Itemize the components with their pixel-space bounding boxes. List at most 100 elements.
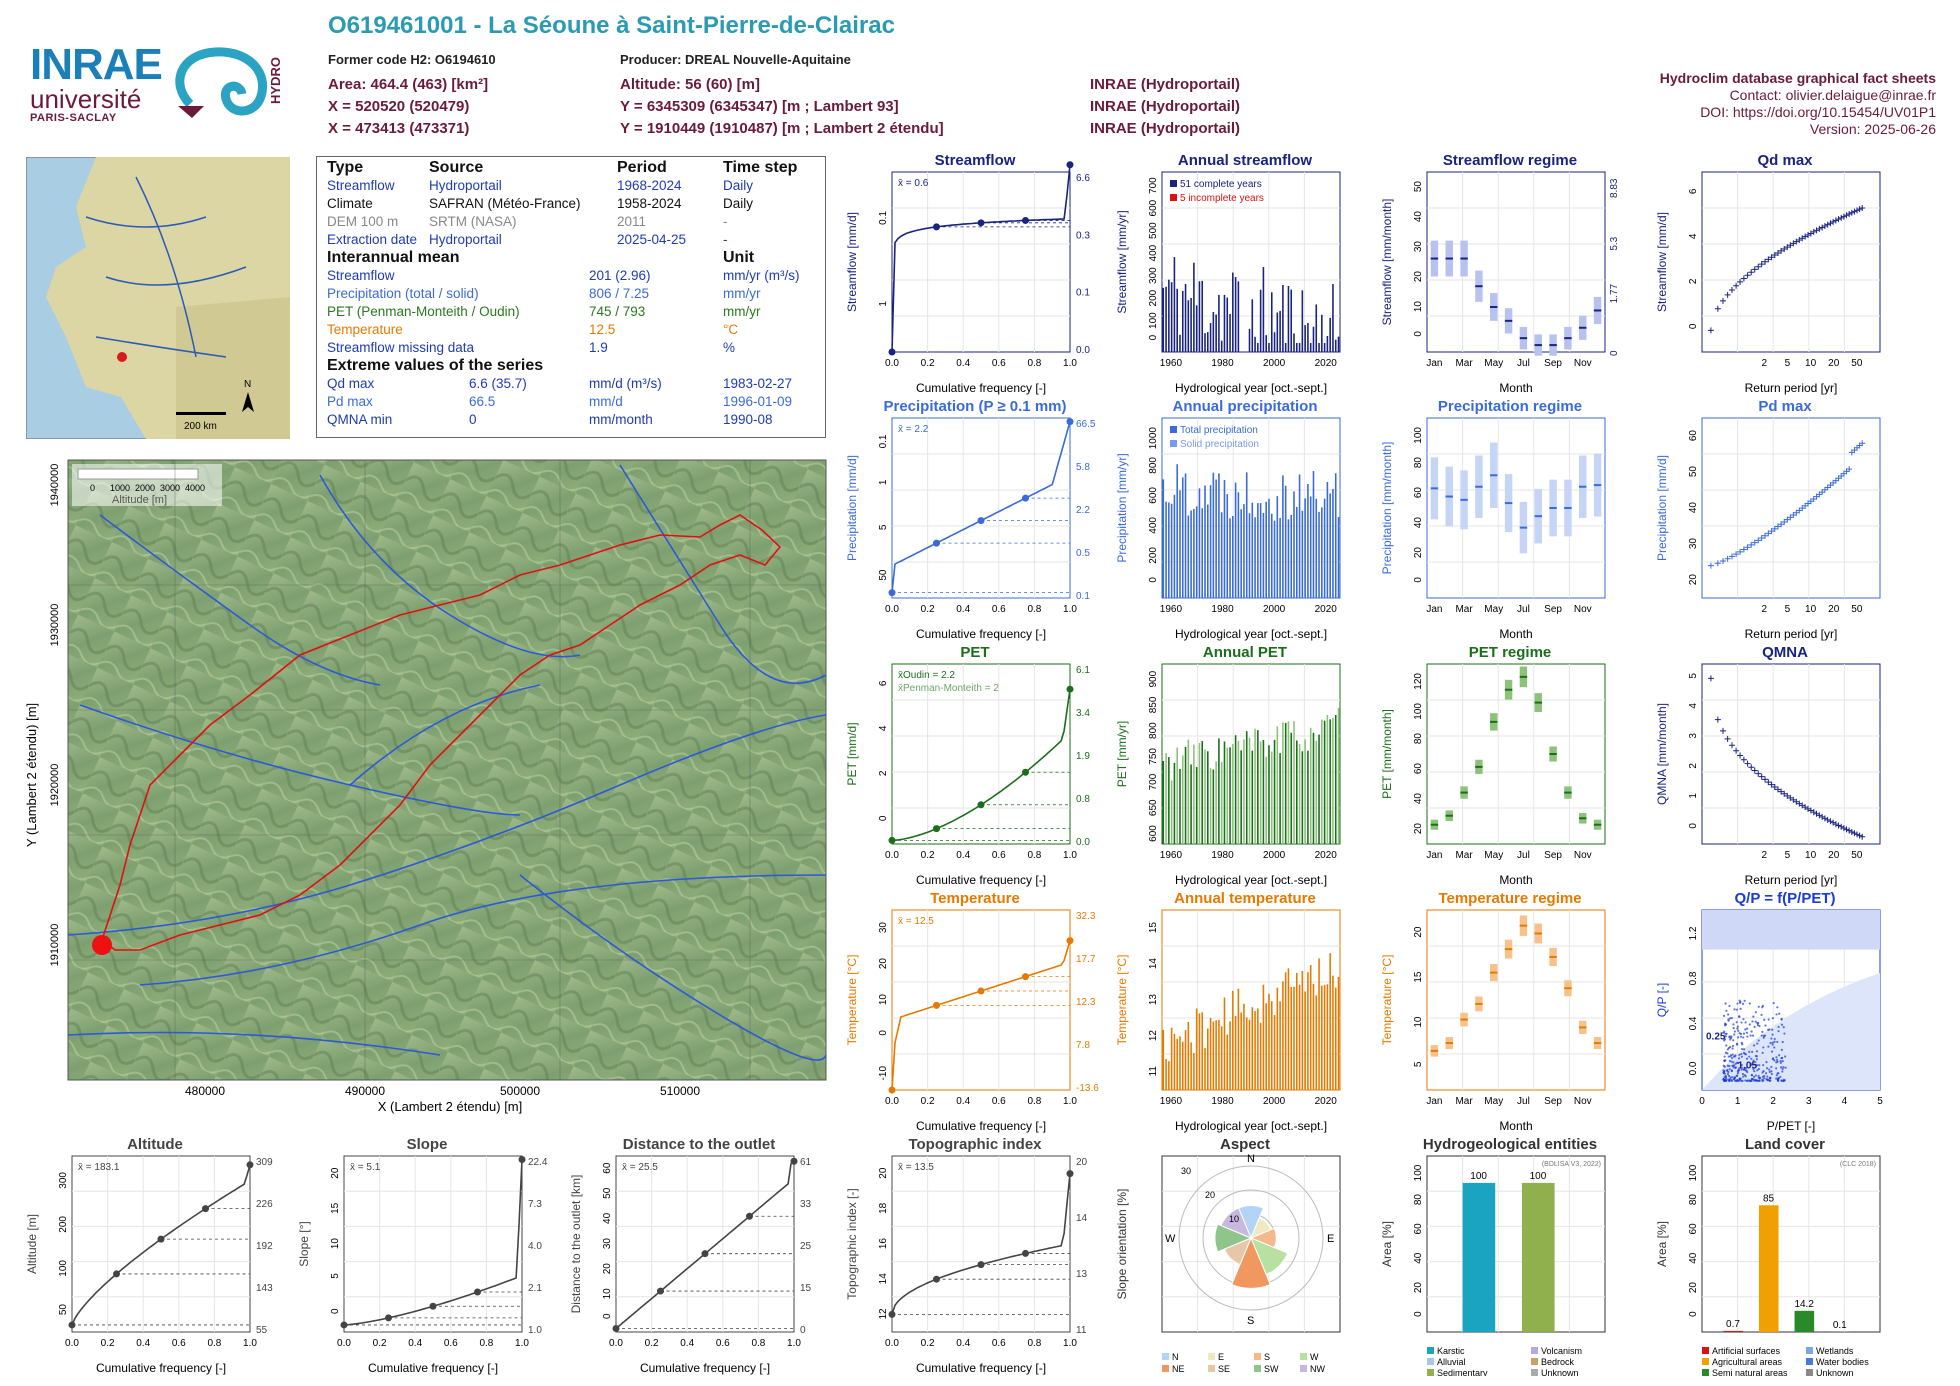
x-tick-label: 3 — [1806, 1096, 1812, 1107]
scatter-point — [1738, 1001, 1742, 1004]
y-tick-label: 700 — [1148, 773, 1159, 790]
year-bar — [1273, 332, 1276, 352]
x-axis-label: Month — [1499, 873, 1532, 887]
info-row-climate: Climate SAFRAN (Météo-France) 1958-2024 Dai… — [327, 196, 754, 211]
chart-precip_cdf: Precipitation (P ≥ 0.1 mm) Precipitation … — [845, 398, 1096, 641]
y-tick-label: 600 — [1148, 199, 1159, 216]
y-tick-label: 0 — [602, 1313, 613, 1319]
scatter-point — [1733, 1033, 1736, 1036]
scatter-point — [1729, 1045, 1732, 1049]
scatter-point — [1751, 1050, 1754, 1053]
year-bar — [1307, 972, 1309, 1090]
x-axis-label: Hydrological year [oct.-sept.] — [1175, 381, 1327, 395]
x-axis-label: Cumulative frequency [-] — [96, 1361, 226, 1375]
return-point — [1859, 440, 1866, 447]
x-tick-label: 0.0 — [885, 1096, 899, 1107]
scatter-point — [1771, 1028, 1774, 1031]
chart-title: Annual precipitation — [1172, 398, 1317, 415]
return-point — [1737, 278, 1744, 285]
return-point — [1859, 205, 1866, 211]
x-tick-label: 0.2 — [921, 1096, 935, 1107]
scatter-point — [1755, 1050, 1759, 1053]
x-tick-label: 50 — [1851, 604, 1863, 615]
scatter-point — [1731, 1076, 1734, 1079]
chart-pet_regime: PET regime PET [mm/month] Month 20 40 60 80 100… — [1380, 644, 1606, 887]
year-bar — [1318, 958, 1320, 1090]
chart-title: Slope — [407, 1136, 448, 1153]
legend-label: SE — [1218, 1364, 1230, 1374]
x-axis-label: Return period [yr] — [1745, 627, 1838, 641]
scatter-point — [1754, 1054, 1757, 1058]
year-bar — [1195, 1008, 1198, 1090]
x-tick-label: 1 — [1735, 1096, 1741, 1107]
map-north: N — [244, 379, 251, 390]
annotation: 0.25 — [1706, 1032, 1726, 1043]
plot-area — [1426, 171, 1606, 353]
scatter-point — [1723, 1079, 1726, 1082]
scatter-point — [1762, 1046, 1765, 1049]
year-bar — [1315, 995, 1318, 1090]
return-point — [1728, 287, 1735, 294]
year-bar — [1279, 1001, 1281, 1090]
year-bar — [1245, 472, 1248, 598]
y-tick-label: 30 — [878, 922, 889, 934]
year-bar — [1190, 764, 1192, 844]
y-axis-label: Precipitation [mm/d] — [845, 455, 859, 561]
y-tick-label: 400 — [1148, 517, 1159, 534]
y-tick-label: 80 — [1413, 733, 1424, 745]
x-tick-label: 2000 — [1263, 1096, 1286, 1107]
quantile-point — [790, 1157, 798, 1165]
doi: DOI: https://doi.org/10.15454/UV01P1 — [1700, 104, 1936, 120]
map-scale: 200 km — [184, 421, 217, 432]
y-tick-label: 1 — [1688, 793, 1699, 799]
right-tick-label: 6.1 — [1076, 665, 1090, 676]
return-point — [1854, 831, 1861, 838]
y-axis-label: Streamflow [mm/d] — [1655, 212, 1669, 312]
year-bar — [1334, 987, 1337, 1090]
year-bar — [1323, 720, 1326, 844]
return-point — [1707, 327, 1714, 334]
year-bar — [1293, 491, 1295, 598]
return-point — [1787, 514, 1794, 521]
x-tick-label: 2020 — [1315, 1096, 1338, 1107]
x-tick-label: 0.4 — [956, 358, 970, 369]
scatter-point — [1728, 1004, 1731, 1008]
year-bar — [1176, 464, 1178, 598]
year-bar — [1209, 1017, 1212, 1090]
scatter-point — [1761, 1051, 1764, 1054]
return-point — [1768, 528, 1775, 535]
year-bar — [1301, 751, 1304, 844]
chart-title: QMNA — [1762, 644, 1808, 661]
chart-title: Streamflow regime — [1443, 152, 1577, 169]
return-point — [1827, 818, 1834, 825]
year-bar — [1187, 300, 1190, 352]
year-bar — [1198, 281, 1201, 352]
bar-value-label: 14.2 — [1794, 1299, 1814, 1310]
x-tick-label: 0.4 — [136, 1338, 150, 1349]
h-period: Period — [617, 159, 667, 176]
legend-swatch — [1170, 426, 1177, 433]
x-tick-label: 1.0 — [515, 1338, 529, 1349]
scatter-point — [1738, 1078, 1741, 1081]
x-tick-label: 0.8 — [479, 1338, 493, 1349]
chart-title: Annual streamflow — [1178, 152, 1313, 169]
y-tick-label: 0.4 — [1688, 1016, 1699, 1030]
year-bar — [1284, 972, 1287, 1090]
return-point — [1765, 256, 1772, 263]
y-tick-label: 100 — [1413, 427, 1424, 444]
y-axis-label: Precipitation [mm/d] — [1655, 455, 1669, 561]
chart-temp_regime: Temperature regime Temperature [°C] Month 5… — [1380, 890, 1606, 1133]
x-tick-label: Sep — [1544, 358, 1562, 369]
year-bar — [1337, 336, 1340, 352]
y-tick-label: 0 — [1688, 323, 1699, 329]
bar-value-label: 100 — [1530, 1171, 1547, 1182]
scatter-point — [1735, 1074, 1738, 1078]
plot-area — [71, 1155, 251, 1333]
scatter-point — [1752, 1044, 1756, 1047]
return-point — [1744, 760, 1751, 767]
x-tick-label: 2000 — [1263, 358, 1286, 369]
year-bar — [1212, 472, 1215, 598]
scatter-point — [1724, 1024, 1727, 1027]
y-tick-label: 50 — [58, 1304, 69, 1316]
year-bar — [1312, 732, 1315, 844]
